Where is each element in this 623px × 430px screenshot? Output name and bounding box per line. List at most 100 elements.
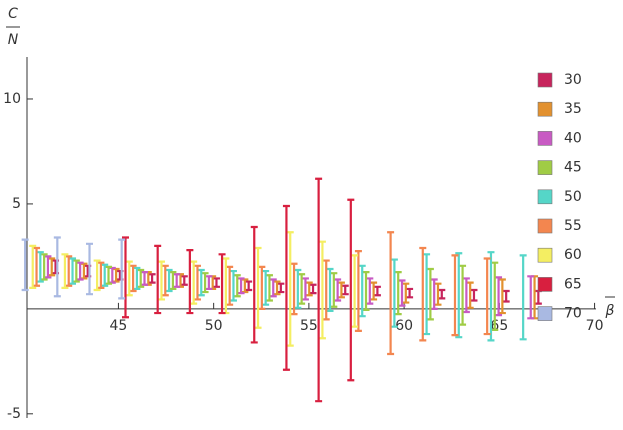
y-tick-label: 5 xyxy=(12,196,21,212)
error-bar xyxy=(205,275,213,291)
error-bar xyxy=(466,281,474,309)
legend-swatch xyxy=(537,218,553,234)
error-bar xyxy=(337,281,345,299)
error-bar xyxy=(125,260,133,297)
legend-swatch xyxy=(537,189,553,205)
error-bar xyxy=(290,262,298,316)
error-bar xyxy=(394,271,402,316)
error-bar xyxy=(390,258,398,328)
error-bar xyxy=(93,259,101,292)
error-bar xyxy=(322,259,330,321)
legend-label: 70 xyxy=(564,306,582,322)
error-bar xyxy=(53,236,61,298)
legend-label: 35 xyxy=(564,101,582,117)
error-bar xyxy=(140,271,148,286)
error-bar xyxy=(354,250,362,332)
error-bar xyxy=(229,269,237,302)
error-bar xyxy=(434,282,442,306)
error-bar xyxy=(165,268,173,293)
legend-swatch xyxy=(537,160,553,175)
error-bar xyxy=(33,246,41,287)
x-tick-label: 55 xyxy=(300,318,318,334)
error-bar xyxy=(462,277,470,314)
error-bar xyxy=(305,281,313,297)
error-bar xyxy=(105,265,113,285)
x-tick-label: 70 xyxy=(586,318,604,334)
error-bar xyxy=(245,280,253,292)
error-bar xyxy=(527,275,535,320)
error-bar xyxy=(534,289,542,305)
error-bar xyxy=(347,198,355,382)
y-label-numerator: C xyxy=(8,6,18,22)
error-bar xyxy=(233,274,241,298)
error-bar xyxy=(108,266,116,284)
error-bar xyxy=(277,282,285,294)
error-bar xyxy=(157,260,165,301)
error-bar xyxy=(495,276,503,317)
error-bar xyxy=(21,238,29,292)
error-bar xyxy=(101,263,109,287)
legend-label: 40 xyxy=(564,130,582,146)
error-bar xyxy=(190,260,198,305)
error-bar xyxy=(491,261,499,331)
legend-label: 50 xyxy=(564,189,582,205)
y-label-denominator: N xyxy=(8,32,19,48)
error-bar xyxy=(161,264,169,297)
error-bar xyxy=(315,177,323,403)
error-bar xyxy=(470,288,478,302)
error-bar xyxy=(265,274,273,302)
error-bar xyxy=(148,273,156,284)
error-bar xyxy=(318,240,326,340)
error-bar xyxy=(301,277,309,301)
error-bar xyxy=(133,266,141,291)
error-bar xyxy=(169,271,177,291)
error-bar xyxy=(426,267,434,321)
error-bar xyxy=(358,264,366,318)
x-tick-label: 65 xyxy=(490,318,508,334)
legend-swatch xyxy=(537,277,553,292)
legend-label: 30 xyxy=(564,72,582,88)
error-bar xyxy=(370,281,378,301)
x-label: β xyxy=(605,303,615,319)
legend-swatch xyxy=(537,72,553,88)
error-bar xyxy=(72,259,80,283)
legend-swatch xyxy=(537,131,553,146)
legend-label: 45 xyxy=(564,160,582,176)
error-bar xyxy=(86,242,94,296)
error-bar xyxy=(423,253,431,336)
error-bar xyxy=(118,238,126,300)
error-bar xyxy=(180,275,188,286)
x-tick-label: 50 xyxy=(205,318,223,334)
error-bar xyxy=(218,253,226,315)
x-tick-label: 60 xyxy=(395,318,413,334)
error-bar xyxy=(69,257,77,285)
error-bar xyxy=(366,277,374,305)
error-bar xyxy=(212,277,220,288)
legend-label: 65 xyxy=(564,276,582,292)
error-bar xyxy=(97,261,105,289)
error-bar xyxy=(373,285,381,297)
error-bar xyxy=(298,273,306,305)
legend-swatch xyxy=(537,306,553,321)
error-bar xyxy=(451,254,459,337)
error-bar xyxy=(193,264,201,301)
error-bar xyxy=(129,264,137,293)
error-bar xyxy=(36,251,44,283)
error-bar xyxy=(65,255,73,287)
error-bar xyxy=(76,261,84,281)
error-bar xyxy=(262,269,270,306)
error-bar xyxy=(459,264,467,326)
error-bar xyxy=(341,284,349,296)
error-bar xyxy=(455,252,463,339)
error-bar xyxy=(137,268,145,288)
y-tick-label: -5 xyxy=(7,406,21,422)
error-bar xyxy=(498,278,506,315)
error-bar xyxy=(201,272,209,294)
error-bar xyxy=(519,254,527,341)
error-bar xyxy=(273,280,281,296)
error-bar xyxy=(402,282,410,304)
error-bar xyxy=(487,251,495,342)
error-bar xyxy=(309,283,317,295)
